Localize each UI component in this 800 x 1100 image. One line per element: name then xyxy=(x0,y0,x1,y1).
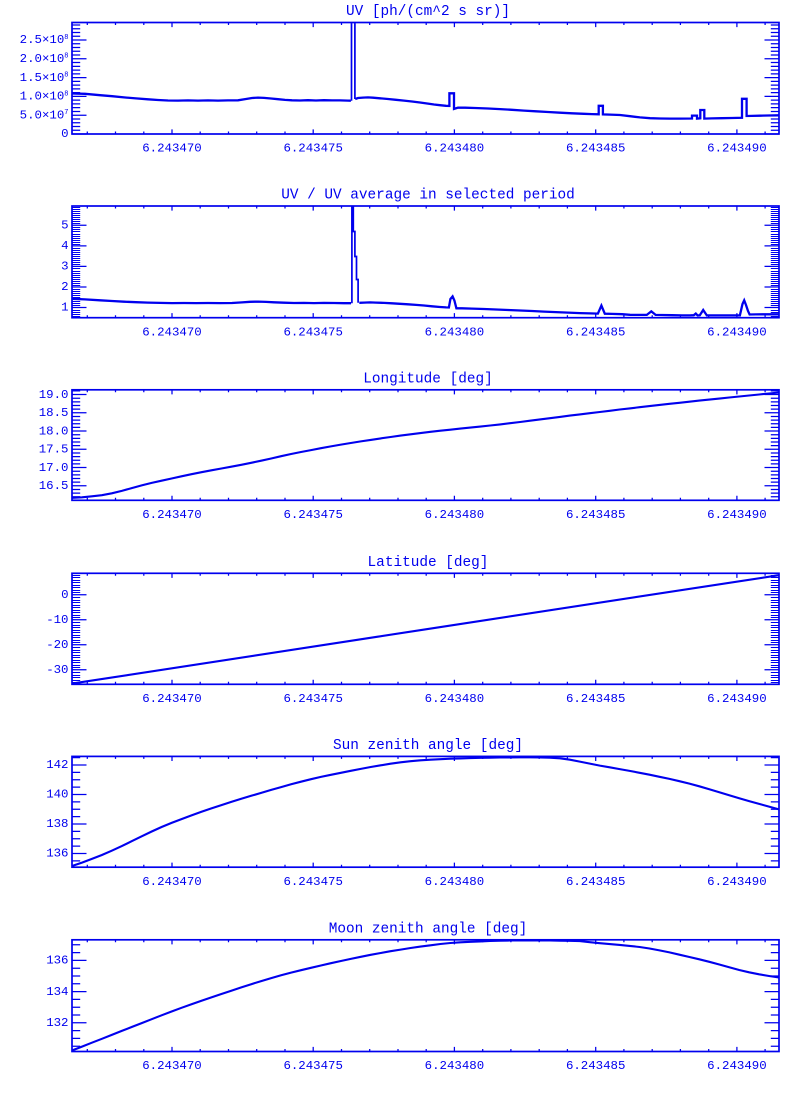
svg-text:134: 134 xyxy=(46,985,68,999)
svg-text:2.0×108: 2.0×108 xyxy=(20,52,69,66)
svg-text:6.243480: 6.243480 xyxy=(425,875,485,889)
svg-text:6.243485: 6.243485 xyxy=(566,875,626,889)
svg-text:0: 0 xyxy=(61,588,68,602)
svg-text:6.243475: 6.243475 xyxy=(283,692,343,706)
svg-text:6.243475: 6.243475 xyxy=(283,508,343,522)
svg-text:6.243475: 6.243475 xyxy=(283,325,343,339)
svg-text:-10: -10 xyxy=(46,613,68,627)
svg-text:6.243470: 6.243470 xyxy=(142,692,202,706)
svg-text:-30: -30 xyxy=(46,663,68,677)
svg-text:1.5×108: 1.5×108 xyxy=(20,71,69,85)
svg-text:6.243480: 6.243480 xyxy=(425,692,485,706)
svg-text:6.243470: 6.243470 xyxy=(142,142,202,156)
svg-text:17.0: 17.0 xyxy=(39,461,69,475)
svg-text:6.243485: 6.243485 xyxy=(566,692,626,706)
svg-text:140: 140 xyxy=(46,788,68,802)
svg-text:16.5: 16.5 xyxy=(39,479,69,493)
svg-text:17.5: 17.5 xyxy=(39,443,69,457)
svg-text:6.243490: 6.243490 xyxy=(707,875,767,889)
svg-text:4: 4 xyxy=(61,239,68,253)
svg-text:1.0×108: 1.0×108 xyxy=(20,90,69,104)
svg-text:Sun zenith angle [deg]: Sun zenith angle [deg] xyxy=(333,738,523,754)
svg-text:5.0×107: 5.0×107 xyxy=(20,108,69,122)
svg-text:6.243475: 6.243475 xyxy=(283,1059,343,1073)
svg-text:0: 0 xyxy=(61,127,68,141)
svg-text:136: 136 xyxy=(46,847,68,861)
svg-text:6.243480: 6.243480 xyxy=(425,508,485,522)
svg-text:136: 136 xyxy=(46,954,68,968)
svg-text:6.243485: 6.243485 xyxy=(566,142,626,156)
svg-text:18.5: 18.5 xyxy=(39,406,69,420)
svg-text:6.243485: 6.243485 xyxy=(566,508,626,522)
svg-text:5: 5 xyxy=(61,219,68,233)
svg-text:6.243480: 6.243480 xyxy=(425,142,485,156)
svg-text:19.0: 19.0 xyxy=(39,388,69,402)
svg-text:UV / UV average in selected pe: UV / UV average in selected period xyxy=(281,188,575,204)
svg-text:Moon zenith angle [deg]: Moon zenith angle [deg] xyxy=(329,921,528,937)
svg-text:6.243470: 6.243470 xyxy=(142,325,202,339)
svg-text:6.243485: 6.243485 xyxy=(566,1059,626,1073)
svg-text:6.243470: 6.243470 xyxy=(142,508,202,522)
svg-text:18.0: 18.0 xyxy=(39,424,69,438)
svg-text:2: 2 xyxy=(61,280,68,294)
svg-text:6.243490: 6.243490 xyxy=(707,142,767,156)
svg-text:142: 142 xyxy=(46,758,68,772)
svg-text:2.5×108: 2.5×108 xyxy=(20,33,69,47)
svg-text:6.243470: 6.243470 xyxy=(142,1059,202,1073)
svg-text:-20: -20 xyxy=(46,638,68,652)
svg-text:6.243480: 6.243480 xyxy=(425,1059,485,1073)
svg-text:138: 138 xyxy=(46,817,68,831)
svg-text:6.243490: 6.243490 xyxy=(707,508,767,522)
svg-text:6.243470: 6.243470 xyxy=(142,875,202,889)
svg-text:6.243475: 6.243475 xyxy=(283,875,343,889)
svg-text:UV [ph/(cm^2 s sr)]: UV [ph/(cm^2 s sr)] xyxy=(346,4,510,20)
svg-text:6.243490: 6.243490 xyxy=(707,692,767,706)
svg-text:1: 1 xyxy=(61,301,68,315)
svg-text:3: 3 xyxy=(61,260,68,274)
svg-text:Longitude [deg]: Longitude [deg] xyxy=(363,371,493,387)
svg-text:6.243485: 6.243485 xyxy=(566,325,626,339)
svg-text:6.243475: 6.243475 xyxy=(283,142,343,156)
svg-text:Latitude [deg]: Latitude [deg] xyxy=(368,555,489,571)
svg-text:6.243490: 6.243490 xyxy=(707,1059,767,1073)
svg-text:132: 132 xyxy=(46,1016,68,1030)
svg-text:6.243480: 6.243480 xyxy=(425,325,485,339)
svg-text:6.243490: 6.243490 xyxy=(707,325,767,339)
